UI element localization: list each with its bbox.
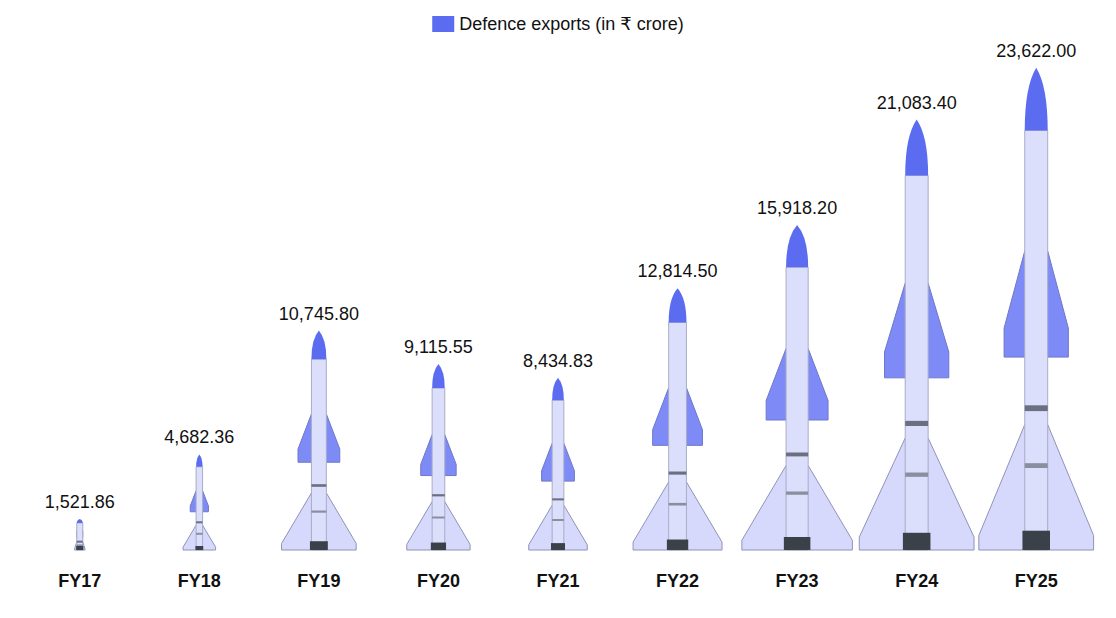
svg-text:FY22: FY22 bbox=[656, 571, 699, 591]
svg-text:FY23: FY23 bbox=[776, 571, 819, 591]
svg-text:FY17: FY17 bbox=[58, 571, 101, 591]
svg-text:1,521.86: 1,521.86 bbox=[45, 492, 115, 512]
svg-text:Defence exports (in ₹ crore): Defence exports (in ₹ crore) bbox=[459, 14, 684, 34]
svg-text:FY25: FY25 bbox=[1015, 571, 1058, 591]
svg-text:12,814.50: 12,814.50 bbox=[638, 261, 718, 281]
svg-text:FY18: FY18 bbox=[178, 571, 221, 591]
svg-text:21,083.40: 21,083.40 bbox=[877, 93, 957, 113]
svg-text:10,745.80: 10,745.80 bbox=[279, 304, 359, 324]
svg-text:15,918.20: 15,918.20 bbox=[757, 198, 837, 218]
svg-text:FY20: FY20 bbox=[417, 571, 460, 591]
svg-text:FY19: FY19 bbox=[297, 571, 340, 591]
svg-text:8,434.83: 8,434.83 bbox=[523, 351, 593, 371]
svg-text:4,682.36: 4,682.36 bbox=[164, 427, 234, 447]
svg-text:23,622.00: 23,622.00 bbox=[996, 41, 1076, 61]
svg-text:FY24: FY24 bbox=[895, 571, 938, 591]
svg-text:FY21: FY21 bbox=[536, 571, 579, 591]
svg-text:9,115.55: 9,115.55 bbox=[404, 337, 473, 357]
